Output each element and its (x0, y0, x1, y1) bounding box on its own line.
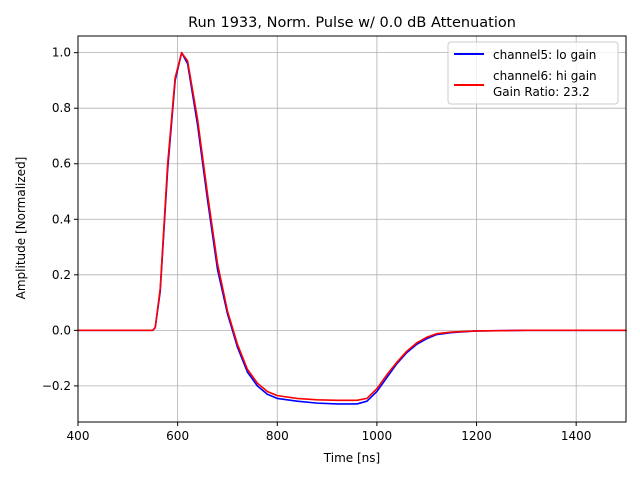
x-tick-label: 600 (166, 429, 189, 443)
x-tick-label: 1200 (461, 429, 492, 443)
y-tick-label: 1.0 (52, 46, 71, 60)
x-tick-label: 1000 (362, 429, 393, 443)
y-tick-label: −0.2 (42, 379, 71, 393)
y-axis-label: Amplitude [Normalized] (14, 157, 28, 300)
y-tick-label: 0.8 (52, 101, 71, 115)
series-line-lo-gain (77, 51, 627, 405)
x-tick-label: 400 (67, 429, 90, 443)
y-axis: −0.2 0.0 0.2 0.4 0.6 0.8 1.0 (42, 46, 78, 393)
legend-box (447, 41, 619, 105)
plot-lines (77, 51, 627, 405)
series-line-hi-gain (77, 51, 627, 402)
plot-frame (77, 35, 627, 423)
legend-label-hi-gain: channel6: hi gain (493, 69, 597, 83)
y-tick-label: 0.2 (52, 268, 71, 282)
x-tick-label: 800 (266, 429, 289, 443)
y-tick-label: 0.6 (52, 157, 71, 171)
x-axis-label: Time [ns] (323, 451, 380, 465)
x-tick-label: 1400 (561, 429, 592, 443)
legend: channel5: lo gain channel6: hi gain Gain… (447, 41, 619, 105)
x-axis: 400 600 800 1000 1200 1400 (67, 422, 592, 443)
y-tick-label: 0.4 (52, 212, 71, 226)
legend-label-lo-gain: channel5: lo gain (493, 48, 596, 62)
legend-gain-ratio: Gain Ratio: 23.2 (493, 85, 590, 99)
y-tick-label: 0.0 (52, 323, 71, 337)
chart-title: Run 1933, Norm. Pulse w/ 0.0 dB Attenuat… (188, 15, 516, 31)
